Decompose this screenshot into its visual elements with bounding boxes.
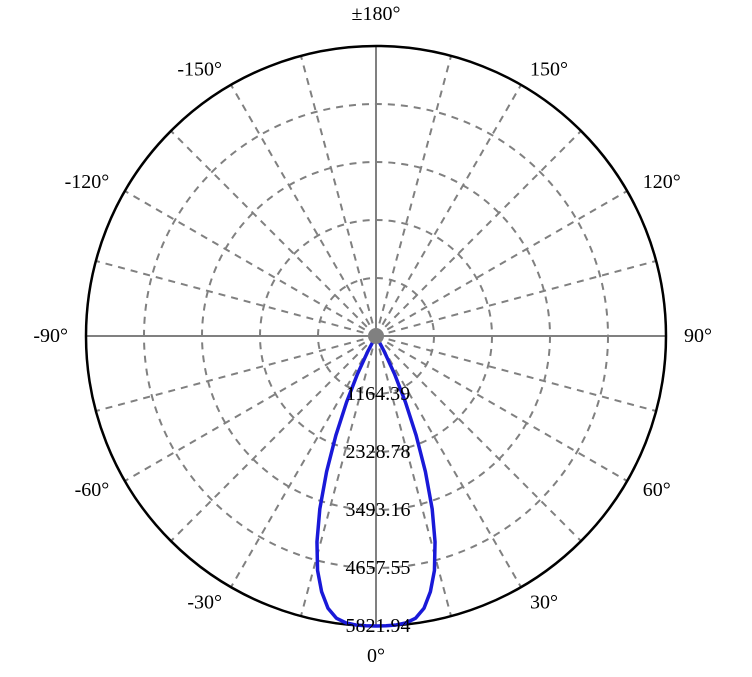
angle-label: 150°	[530, 58, 568, 80]
grid-spoke	[231, 85, 376, 336]
radial-labels: 1164.39 2328.78 3493.16 4657.55 5821.94	[346, 383, 411, 637]
radial-label: 3493.16	[346, 499, 411, 521]
grid-spoke	[125, 336, 376, 481]
angle-label: -30°	[187, 592, 222, 614]
grid-spoke	[376, 56, 451, 336]
angle-label: -90°	[33, 325, 68, 347]
angle-label: 0°	[367, 645, 385, 667]
radial-label: 2328.78	[346, 441, 411, 463]
angle-label: -60°	[75, 479, 110, 501]
angle-label: -150°	[177, 58, 222, 80]
angle-label: ±180°	[352, 3, 401, 25]
grid-spoke	[125, 191, 376, 336]
grid-spoke	[376, 336, 656, 411]
angle-label: 120°	[643, 171, 681, 193]
grid-spoke	[376, 191, 627, 336]
grid-spoke	[301, 56, 376, 336]
grid-spoke	[171, 131, 376, 336]
angle-label: 90°	[684, 325, 712, 347]
grid-spoke	[96, 261, 376, 336]
grid-spoke	[96, 336, 376, 411]
angle-label: 60°	[643, 479, 671, 501]
grid-spoke	[376, 261, 656, 336]
center-hub	[368, 328, 384, 344]
angle-label: 30°	[530, 592, 558, 614]
grid-spoke	[376, 85, 521, 336]
polar-chart: 0° 30° 60° 90° 120° 150° ±180° -150° -120° -90° -6…	[0, 0, 752, 677]
grid-spoke	[376, 131, 581, 336]
angle-label: -120°	[65, 171, 110, 193]
radial-label: 4657.55	[346, 557, 411, 579]
radial-label: 5821.94	[346, 615, 411, 637]
grid-spoke	[376, 336, 627, 481]
radial-label: 1164.39	[346, 383, 410, 405]
